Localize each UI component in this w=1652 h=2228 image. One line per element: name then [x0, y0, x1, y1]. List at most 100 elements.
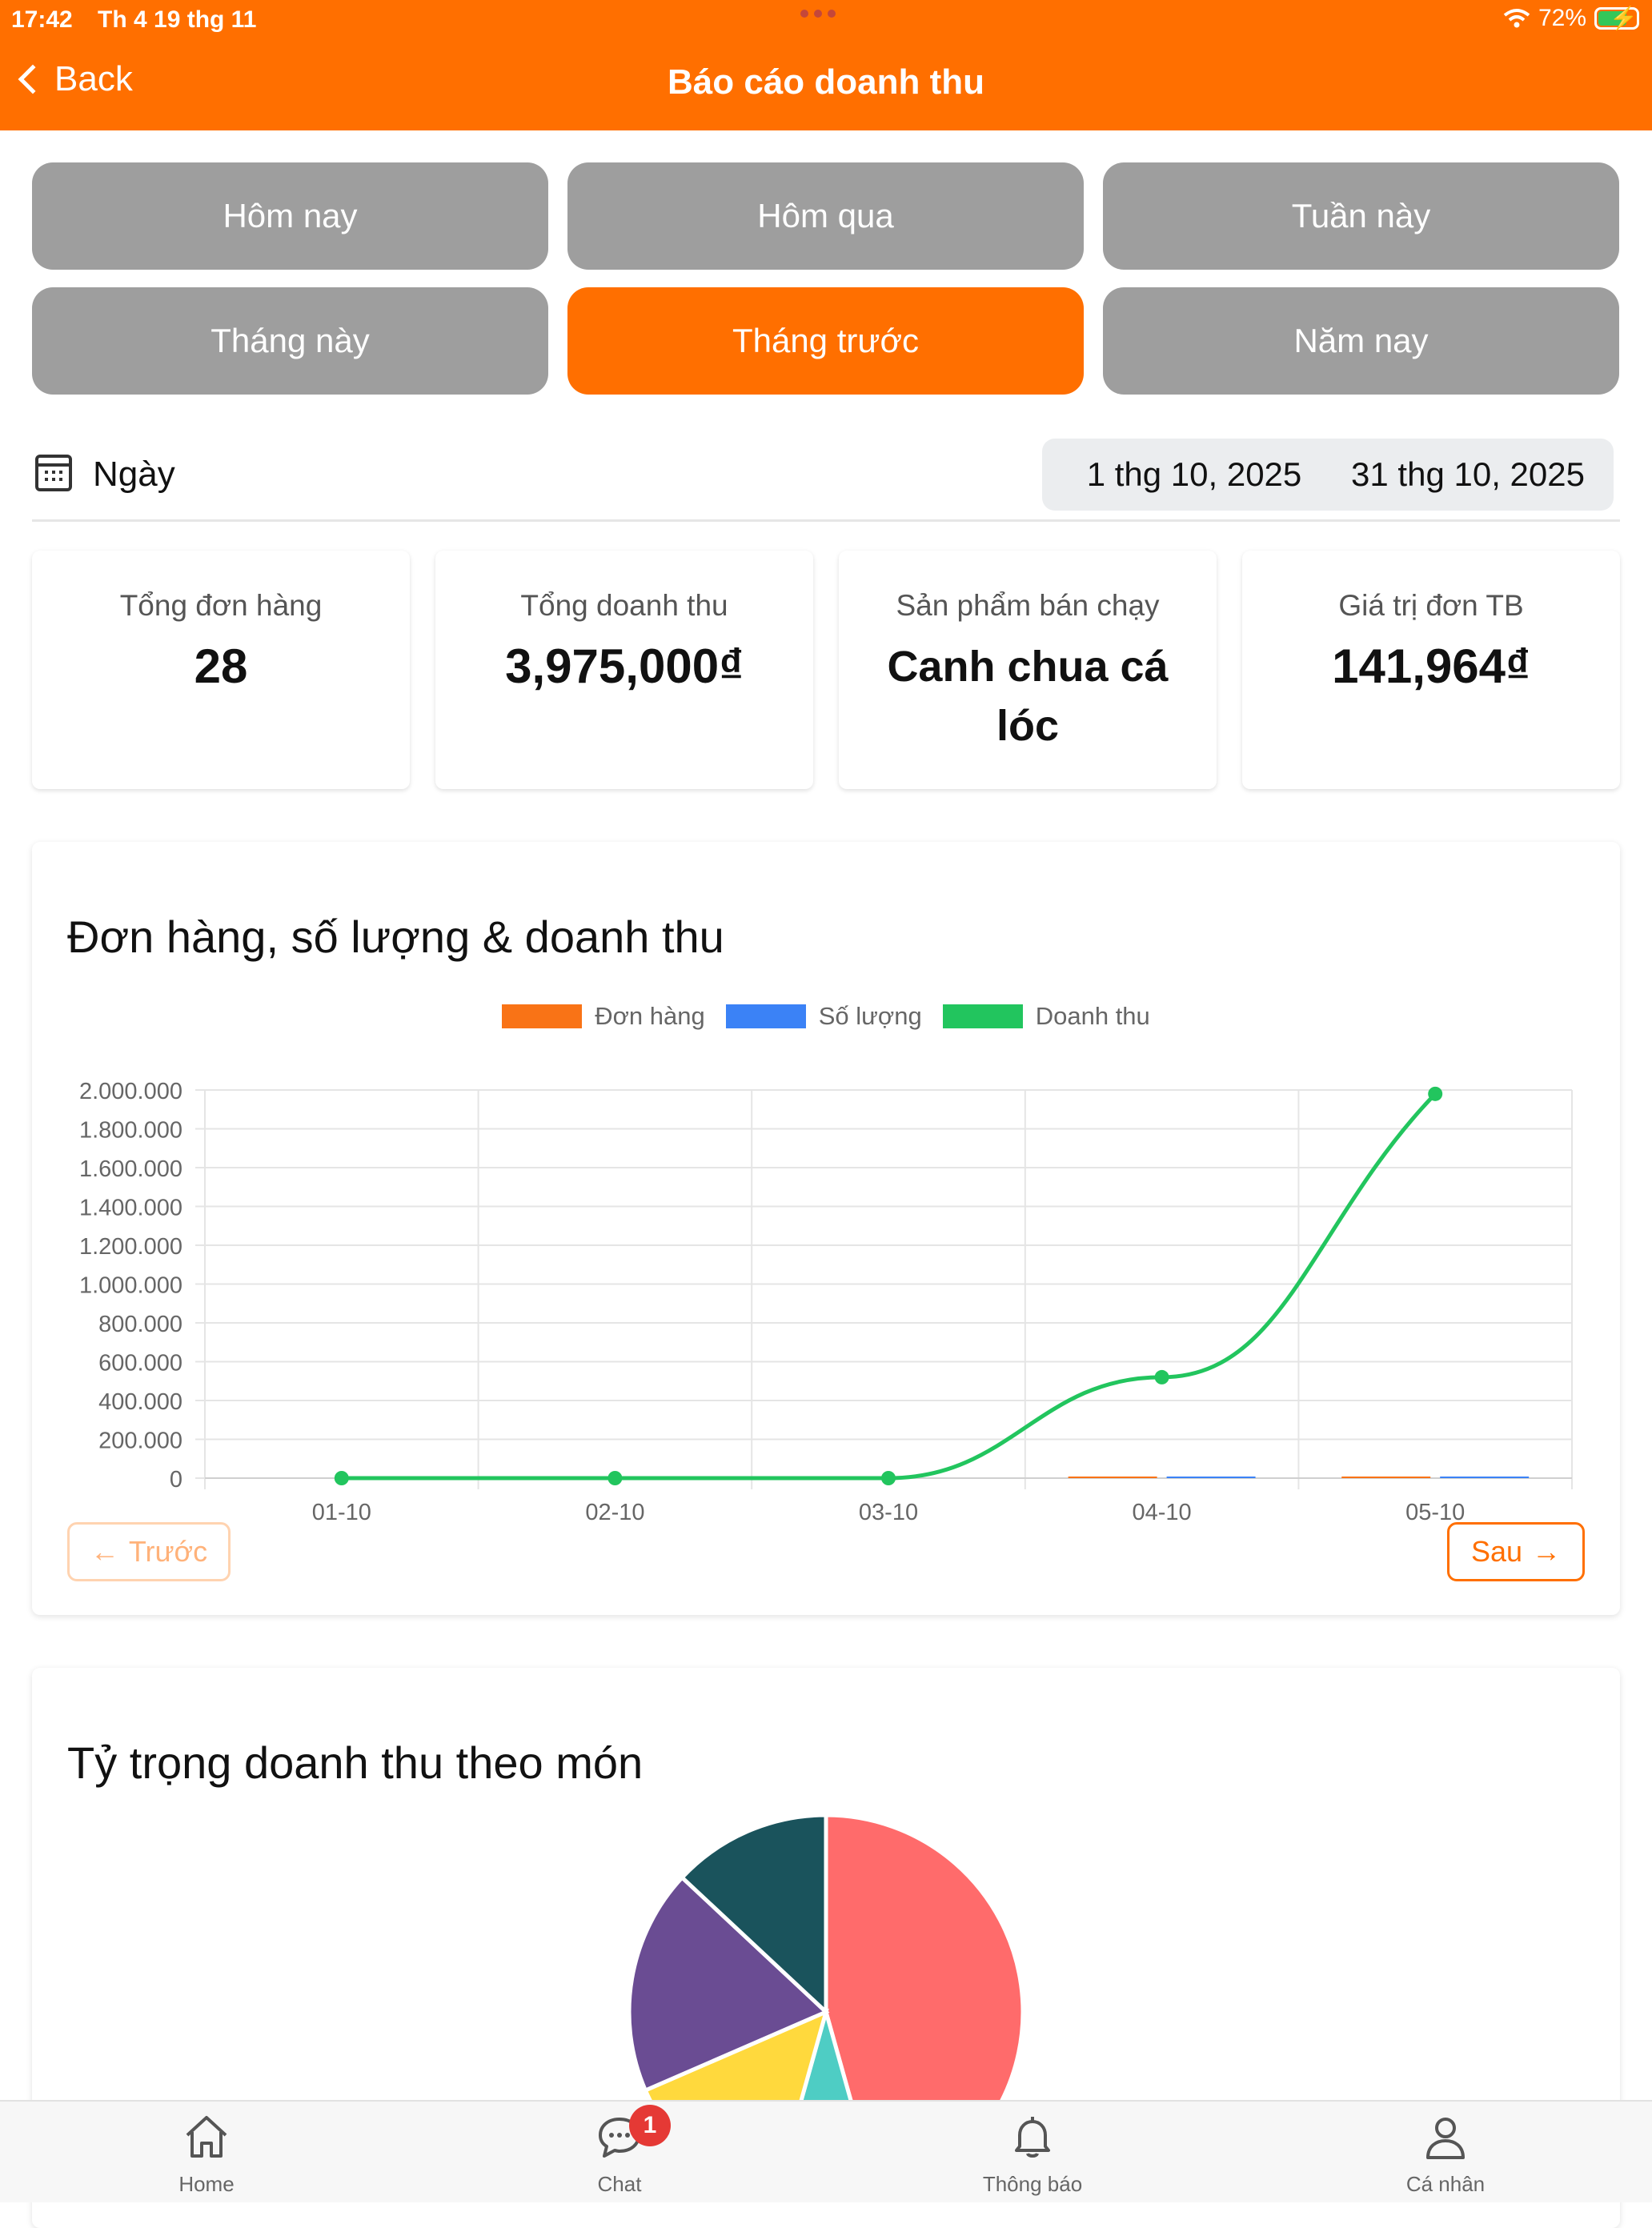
- pie-chart-title: Tỷ trọng doanh thu theo món: [67, 1737, 644, 1788]
- back-label: Back: [54, 59, 133, 98]
- legend-swatch: [725, 1004, 806, 1028]
- wifi-icon: [1503, 9, 1530, 28]
- filter-last-month-button[interactable]: Tháng trước: [567, 287, 1084, 395]
- arrow-left-icon: ←: [90, 1535, 119, 1568]
- tab-label: Chat: [597, 2172, 642, 2196]
- legend-label: Số lượng: [818, 1002, 922, 1030]
- status-indicators: 72% ⚡: [1503, 5, 1639, 32]
- stat-cards: Tổng đơn hàng 28 Tổng doanh thu 3,975,00…: [32, 551, 1620, 789]
- home-icon: [186, 2116, 227, 2158]
- page-title: Báo cáo doanh thu: [668, 62, 984, 102]
- pie-slice: [627, 1874, 830, 2094]
- tab-chat[interactable]: 1 Chat: [413, 2102, 826, 2204]
- revenue-point: [1154, 1369, 1169, 1384]
- date-range-row: Ngày 1 thg 10, 2025 31 thg 10, 2025: [32, 439, 1620, 522]
- y-tick-label: 200.000: [98, 1429, 182, 1454]
- x-tick-label: 02-10: [585, 1500, 644, 1525]
- x-tick-label: 03-10: [859, 1500, 918, 1525]
- y-tick-label: 2.000.000: [79, 1079, 182, 1104]
- legend-item-orders[interactable]: Đơn hàng: [502, 1002, 705, 1031]
- pie-slice: [799, 2004, 853, 2100]
- filter-this-month-button[interactable]: Tháng này: [32, 287, 548, 395]
- stat-card-best-seller: Sản phẩm bán chạy Canh chua cá lóc: [839, 551, 1217, 789]
- stat-label: Tổng đơn hàng: [119, 589, 323, 622]
- y-tick-label: 1.200.000: [79, 1234, 182, 1260]
- pie-slice: [824, 1813, 1025, 2100]
- app-header: 17:42 Th 4 19 thg 11 72% ⚡ Back Báo cáo …: [0, 0, 1652, 130]
- stat-label: Tổng doanh thu: [520, 589, 728, 622]
- tab-home[interactable]: Home: [0, 2102, 413, 2204]
- tab-label: Home: [178, 2172, 235, 2196]
- battery-icon: ⚡: [1594, 6, 1639, 30]
- stat-value: 3,975,000₫: [505, 639, 744, 693]
- multitask-dots-icon[interactable]: [800, 10, 836, 18]
- bar-orders: [1341, 1477, 1431, 1478]
- filter-yesterday-button[interactable]: Hôm qua: [567, 162, 1084, 270]
- x-tick-label: 01-10: [312, 1500, 371, 1525]
- person-icon: [1426, 2118, 1465, 2159]
- stat-label: Sản phẩm bán chạy: [896, 589, 1160, 622]
- y-tick-label: 800.000: [98, 1312, 182, 1337]
- revenue-line: [341, 1092, 1437, 1481]
- back-button[interactable]: Back: [16, 59, 133, 99]
- y-tick-label: 400.000: [98, 1389, 182, 1415]
- y-tick-label: 1.000.000: [79, 1273, 182, 1299]
- period-filters: Hôm nay Hôm qua Tuần này Tháng này Tháng…: [32, 162, 1620, 395]
- notification-badge: 1: [629, 2105, 671, 2146]
- legend-label: Doanh thu: [1035, 1002, 1150, 1030]
- legend-item-revenue[interactable]: Doanh thu: [942, 1002, 1150, 1031]
- legend-item-quantity[interactable]: Số lượng: [725, 1002, 922, 1031]
- x-tick-label: 04-10: [1133, 1500, 1192, 1525]
- tab-label: Thông báo: [982, 2172, 1083, 2196]
- previous-page-button[interactable]: ← Trước: [67, 1522, 231, 1581]
- bottom-tab-bar: Home 1 Chat Thông báo Cá nhân: [0, 2100, 1652, 2202]
- legend-label: Đơn hàng: [595, 1002, 705, 1030]
- pie-slice: [643, 2008, 829, 2100]
- revenue-point: [607, 1471, 623, 1485]
- line-chart: 0 200.000 400.000 600.000 800.000 1.000.000 1.…: [79, 1079, 1573, 1525]
- start-date-picker[interactable]: 1 thg 10, 2025: [1042, 439, 1346, 511]
- bar-quantity: [1166, 1477, 1256, 1478]
- filter-this-year-button[interactable]: Năm nay: [1103, 287, 1619, 395]
- stat-label: Giá trị đơn TB: [1338, 589, 1524, 622]
- tab-profile[interactable]: Cá nhân: [1239, 2102, 1652, 2204]
- pie-chart: [627, 1813, 1025, 2100]
- y-tick-label: 1.800.000: [79, 1118, 182, 1144]
- status-date: Th 4 19 thg 11: [98, 6, 257, 33]
- revenue-point: [334, 1471, 349, 1485]
- date-label: Ngày: [93, 455, 175, 494]
- revenue-point: [881, 1471, 896, 1485]
- arrow-right-icon: →: [1532, 1535, 1562, 1568]
- previous-label: Trước: [128, 1535, 208, 1568]
- stat-value: 28: [194, 639, 248, 693]
- y-tick-label: 600.000: [98, 1351, 182, 1376]
- pie-slice: [679, 1813, 828, 2017]
- tab-notifications[interactable]: Thông báo: [826, 2102, 1239, 2204]
- filter-this-week-button[interactable]: Tuần này: [1103, 162, 1619, 270]
- y-tick-label: 1.600.000: [79, 1156, 182, 1182]
- next-label: Sau: [1470, 1535, 1523, 1568]
- filter-today-button[interactable]: Hôm nay: [32, 162, 548, 270]
- next-page-button[interactable]: Sau →: [1447, 1522, 1585, 1581]
- bell-icon: [1015, 2117, 1050, 2158]
- status-time: 17:42: [11, 6, 73, 33]
- stat-value: Canh chua cá lóc: [887, 643, 1169, 750]
- stat-card-total-orders: Tổng đơn hàng 28: [32, 551, 410, 789]
- battery-percent: 72%: [1538, 5, 1586, 31]
- stat-card-average-order: Giá trị đơn TB 141,964₫: [1242, 551, 1620, 789]
- revenue-point: [1428, 1086, 1443, 1101]
- tab-label: Cá nhân: [1405, 2172, 1486, 2196]
- bar-quantity: [1440, 1477, 1530, 1478]
- stat-card-total-revenue: Tổng doanh thu 3,975,000₫: [435, 551, 813, 789]
- revenue-chart-card: Đơn hàng, số lượng & doanh thu Đơn hàng …: [32, 842, 1620, 1615]
- x-tick-label: 05-10: [1405, 1500, 1465, 1525]
- y-tick-label: 1.400.000: [79, 1196, 182, 1221]
- end-date-picker[interactable]: 31 thg 10, 2025: [1322, 439, 1614, 511]
- chart-title: Đơn hàng, số lượng & doanh thu: [67, 912, 724, 962]
- legend-swatch: [502, 1004, 583, 1028]
- legend-swatch: [942, 1004, 1023, 1028]
- chart-legend: Đơn hàng Số lượng Doanh thu: [32, 1002, 1620, 1031]
- calendar-icon: [35, 455, 72, 491]
- stat-value: 141,964₫: [1332, 639, 1530, 693]
- y-tick-label: 0: [170, 1467, 182, 1493]
